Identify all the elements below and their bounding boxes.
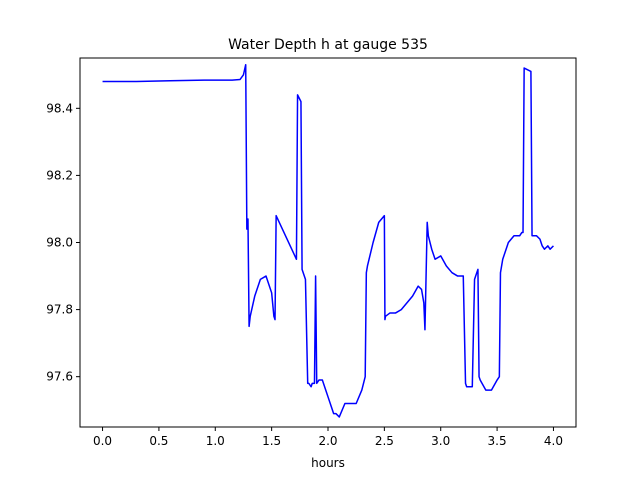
y-tick-label: 98.0 <box>46 236 73 250</box>
y-tick-label: 97.6 <box>46 370 73 384</box>
y-tick-label: 97.8 <box>46 303 73 317</box>
x-tick-label: 1.5 <box>262 434 281 448</box>
plot-area: 0.0 0.5 1.0 1.5 2.0 2.5 3.0 3.5 4.0 97.6 97.8 98.0 9… <box>46 57 577 448</box>
x-tick-label: 2.0 <box>318 434 337 448</box>
x-tick-label: 2.5 <box>375 434 394 448</box>
y-tick-label: 98.2 <box>46 168 73 182</box>
x-tick-label: 3.0 <box>431 434 450 448</box>
x-tick-label: 1.0 <box>206 434 225 448</box>
x-tick-label: 0.0 <box>93 434 112 448</box>
x-tick-label: 3.5 <box>488 434 507 448</box>
x-axis-label: hours <box>311 456 345 470</box>
x-tick-label: 4.0 <box>544 434 563 448</box>
x-tick-label: 0.5 <box>149 434 168 448</box>
series-line-0 <box>102 63 554 418</box>
chart-title: Water Depth h at gauge 535 <box>228 37 428 53</box>
plot-frame <box>79 57 577 428</box>
y-tick-label: 98.4 <box>46 101 73 115</box>
